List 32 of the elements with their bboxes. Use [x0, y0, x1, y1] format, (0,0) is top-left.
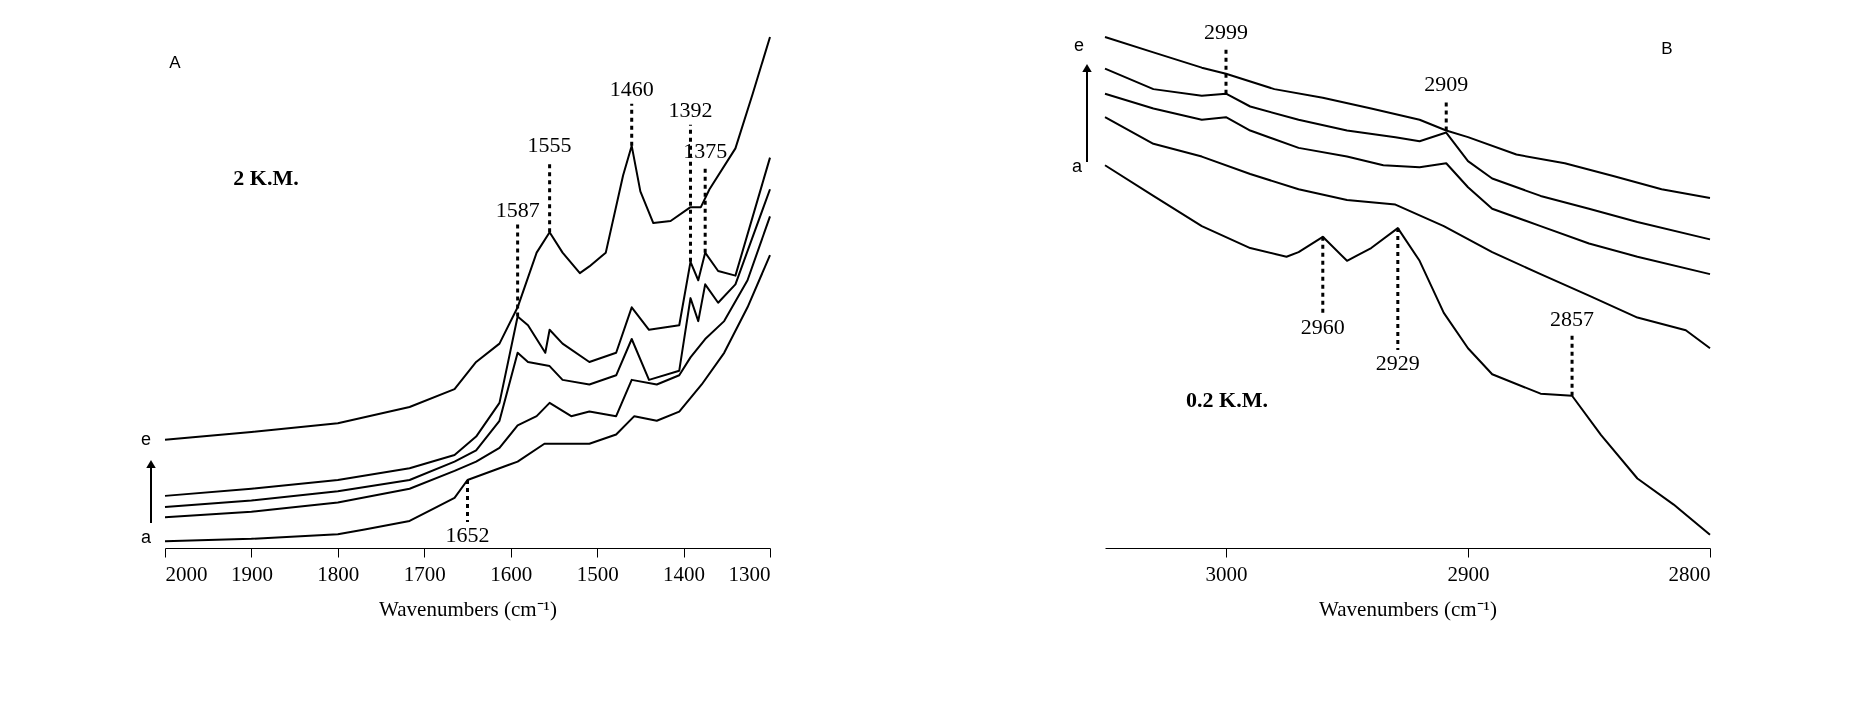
annotation: 2999 — [1204, 18, 1248, 44]
text: a — [140, 527, 152, 547]
x-tick-label: 1300 — [728, 561, 771, 586]
x-tick-label: 2900 — [1447, 561, 1490, 586]
x-axis-title: Wavenumbers (cm⁻¹) — [1319, 596, 1497, 621]
annotation: A — [169, 53, 182, 72]
x-tick-label: 3000 — [1205, 561, 1248, 586]
annotation: 2 K.M. — [233, 165, 299, 190]
x-tick-label: 1800 — [317, 561, 360, 586]
annotation: 1555 — [527, 132, 572, 158]
annotation: 0.2 K.M. — [1186, 387, 1268, 412]
annotation: B — [1661, 39, 1673, 58]
x-axis-title: Wavenumbers (cm⁻¹) — [379, 596, 557, 621]
annotation: 1587 — [495, 196, 540, 222]
x-tick-label: 2000 — [165, 561, 208, 586]
annotation: 2857 — [1550, 305, 1595, 331]
x-tick-label: 1700 — [403, 561, 446, 586]
annotation: 2909 — [1424, 70, 1469, 96]
annotation: 1392 — [668, 96, 713, 122]
text: e — [140, 429, 152, 449]
x-tick-label: 1500 — [576, 561, 619, 586]
annotation: 1652 — [445, 522, 490, 548]
x-tick-label: 2800 — [1668, 561, 1711, 586]
text: e — [1073, 35, 1085, 55]
text: a — [1071, 156, 1083, 176]
annotation: 1375 — [683, 137, 728, 163]
x-tick-label: 1400 — [663, 561, 706, 586]
annotation: 2929 — [1375, 350, 1420, 376]
x-tick-label: 1900 — [230, 561, 273, 586]
x-tick-label: 1600 — [490, 561, 533, 586]
annotation: 1460 — [609, 75, 654, 101]
annotation: 2960 — [1300, 313, 1345, 339]
